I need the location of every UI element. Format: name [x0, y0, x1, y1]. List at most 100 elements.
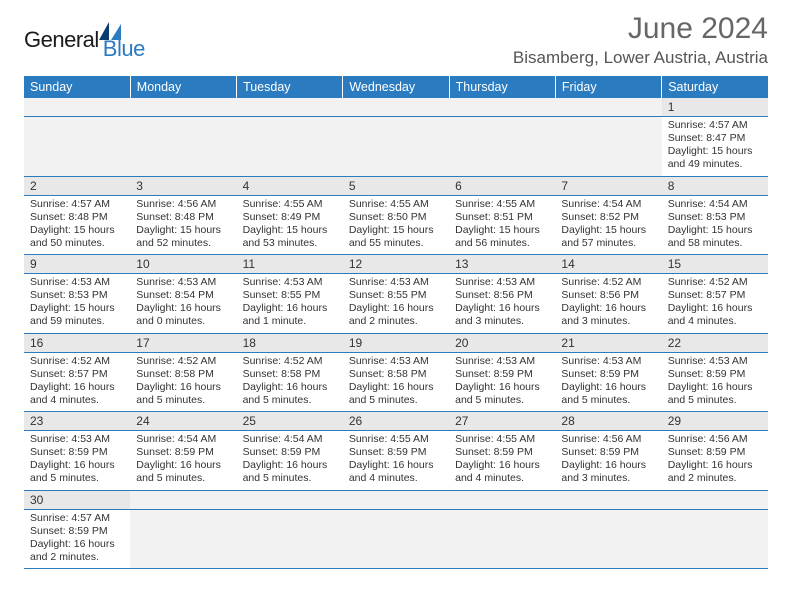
sunrise-text: Sunrise: 4:55 AM	[243, 198, 337, 211]
sunset-text: Sunset: 8:50 PM	[349, 211, 443, 224]
day-number-cell: 4	[237, 176, 343, 195]
location: Bisamberg, Lower Austria, Austria	[513, 48, 768, 68]
sunset-text: Sunset: 8:54 PM	[136, 289, 230, 302]
day-number-cell: 3	[130, 176, 236, 195]
day-number-cell: 22	[662, 333, 768, 352]
sunset-text: Sunset: 8:56 PM	[455, 289, 549, 302]
day-details-cell: Sunrise: 4:53 AMSunset: 8:59 PMDaylight:…	[555, 352, 661, 412]
day-number-cell	[237, 98, 343, 117]
sunrise-text: Sunrise: 4:57 AM	[668, 119, 762, 132]
daylight-text: Daylight: 16 hours and 4 minutes.	[455, 459, 549, 485]
weekday-header: Saturday	[662, 76, 768, 98]
sunset-text: Sunset: 8:58 PM	[349, 368, 443, 381]
daylight-text: Daylight: 16 hours and 4 minutes.	[668, 302, 762, 328]
details-row: Sunrise: 4:52 AMSunset: 8:57 PMDaylight:…	[24, 352, 768, 412]
day-number-cell: 25	[237, 412, 343, 431]
sunset-text: Sunset: 8:59 PM	[668, 368, 762, 381]
daylight-text: Daylight: 16 hours and 3 minutes.	[455, 302, 549, 328]
day-number-cell: 23	[24, 412, 130, 431]
day-details-cell: Sunrise: 4:56 AMSunset: 8:59 PMDaylight:…	[555, 431, 661, 491]
daylight-text: Daylight: 16 hours and 2 minutes.	[668, 459, 762, 485]
day-details-cell: Sunrise: 4:53 AMSunset: 8:59 PMDaylight:…	[449, 352, 555, 412]
daylight-text: Daylight: 16 hours and 5 minutes.	[561, 381, 655, 407]
day-details-cell	[662, 509, 768, 569]
sunset-text: Sunset: 8:55 PM	[243, 289, 337, 302]
day-number-cell: 2	[24, 176, 130, 195]
day-details-cell: Sunrise: 4:55 AMSunset: 8:59 PMDaylight:…	[449, 431, 555, 491]
day-number-cell: 1	[662, 98, 768, 117]
sunrise-text: Sunrise: 4:52 AM	[243, 355, 337, 368]
day-number-cell: 14	[555, 255, 661, 274]
sunrise-text: Sunrise: 4:53 AM	[30, 276, 124, 289]
sunrise-text: Sunrise: 4:54 AM	[243, 433, 337, 446]
day-number-cell	[555, 98, 661, 117]
logo-text-blue: Blue	[103, 36, 145, 62]
day-details-cell: Sunrise: 4:56 AMSunset: 8:59 PMDaylight:…	[662, 431, 768, 491]
day-details-cell: Sunrise: 4:53 AMSunset: 8:55 PMDaylight:…	[343, 274, 449, 334]
daylight-text: Daylight: 16 hours and 4 minutes.	[30, 381, 124, 407]
details-row: Sunrise: 4:53 AMSunset: 8:59 PMDaylight:…	[24, 431, 768, 491]
day-number-cell: 24	[130, 412, 236, 431]
daylight-text: Daylight: 15 hours and 50 minutes.	[30, 224, 124, 250]
day-details-cell: Sunrise: 4:53 AMSunset: 8:55 PMDaylight:…	[237, 274, 343, 334]
daylight-text: Daylight: 15 hours and 58 minutes.	[668, 224, 762, 250]
daynum-row: 1	[24, 98, 768, 117]
day-number-cell: 26	[343, 412, 449, 431]
daynum-row: 9101112131415	[24, 255, 768, 274]
day-details-cell	[237, 117, 343, 177]
sunrise-text: Sunrise: 4:54 AM	[136, 433, 230, 446]
day-details-cell	[555, 509, 661, 569]
day-number-cell: 21	[555, 333, 661, 352]
sunset-text: Sunset: 8:59 PM	[30, 525, 124, 538]
sunrise-text: Sunrise: 4:55 AM	[455, 198, 549, 211]
day-details-cell: Sunrise: 4:52 AMSunset: 8:58 PMDaylight:…	[237, 352, 343, 412]
day-details-cell: Sunrise: 4:53 AMSunset: 8:59 PMDaylight:…	[24, 431, 130, 491]
day-number-cell: 16	[24, 333, 130, 352]
day-details-cell: Sunrise: 4:52 AMSunset: 8:57 PMDaylight:…	[662, 274, 768, 334]
daylight-text: Daylight: 15 hours and 56 minutes.	[455, 224, 549, 250]
sunrise-text: Sunrise: 4:52 AM	[561, 276, 655, 289]
sunrise-text: Sunrise: 4:53 AM	[455, 276, 549, 289]
weekday-header: Wednesday	[343, 76, 449, 98]
day-details-cell	[24, 117, 130, 177]
daylight-text: Daylight: 15 hours and 57 minutes.	[561, 224, 655, 250]
weekday-header: Sunday	[24, 76, 130, 98]
daylight-text: Daylight: 16 hours and 3 minutes.	[561, 302, 655, 328]
day-details-cell: Sunrise: 4:52 AMSunset: 8:57 PMDaylight:…	[24, 352, 130, 412]
sunrise-text: Sunrise: 4:55 AM	[455, 433, 549, 446]
sunrise-text: Sunrise: 4:54 AM	[668, 198, 762, 211]
day-details-cell: Sunrise: 4:56 AMSunset: 8:48 PMDaylight:…	[130, 195, 236, 255]
day-details-cell: Sunrise: 4:52 AMSunset: 8:58 PMDaylight:…	[130, 352, 236, 412]
details-row: Sunrise: 4:57 AMSunset: 8:48 PMDaylight:…	[24, 195, 768, 255]
daylight-text: Daylight: 16 hours and 1 minute.	[243, 302, 337, 328]
sunset-text: Sunset: 8:59 PM	[561, 446, 655, 459]
calendar-header-row: SundayMondayTuesdayWednesdayThursdayFrid…	[24, 76, 768, 98]
sunset-text: Sunset: 8:56 PM	[561, 289, 655, 302]
sunset-text: Sunset: 8:49 PM	[243, 211, 337, 224]
day-details-cell: Sunrise: 4:53 AMSunset: 8:53 PMDaylight:…	[24, 274, 130, 334]
day-number-cell	[130, 490, 236, 509]
day-number-cell: 17	[130, 333, 236, 352]
day-number-cell	[449, 98, 555, 117]
sunset-text: Sunset: 8:48 PM	[136, 211, 230, 224]
day-number-cell	[555, 490, 661, 509]
sunset-text: Sunset: 8:47 PM	[668, 132, 762, 145]
sunset-text: Sunset: 8:59 PM	[561, 368, 655, 381]
daylight-text: Daylight: 15 hours and 52 minutes.	[136, 224, 230, 250]
day-details-cell	[449, 509, 555, 569]
sunrise-text: Sunrise: 4:57 AM	[30, 512, 124, 525]
sunrise-text: Sunrise: 4:55 AM	[349, 198, 443, 211]
daylight-text: Daylight: 16 hours and 5 minutes.	[455, 381, 549, 407]
daylight-text: Daylight: 16 hours and 4 minutes.	[349, 459, 443, 485]
daynum-row: 30	[24, 490, 768, 509]
sunset-text: Sunset: 8:53 PM	[30, 289, 124, 302]
day-details-cell: Sunrise: 4:54 AMSunset: 8:53 PMDaylight:…	[662, 195, 768, 255]
day-details-cell: Sunrise: 4:53 AMSunset: 8:59 PMDaylight:…	[662, 352, 768, 412]
sunrise-text: Sunrise: 4:52 AM	[136, 355, 230, 368]
daylight-text: Daylight: 15 hours and 53 minutes.	[243, 224, 337, 250]
day-details-cell	[343, 509, 449, 569]
day-details-cell	[130, 117, 236, 177]
day-number-cell	[449, 490, 555, 509]
sunset-text: Sunset: 8:59 PM	[455, 446, 549, 459]
day-number-cell: 28	[555, 412, 661, 431]
